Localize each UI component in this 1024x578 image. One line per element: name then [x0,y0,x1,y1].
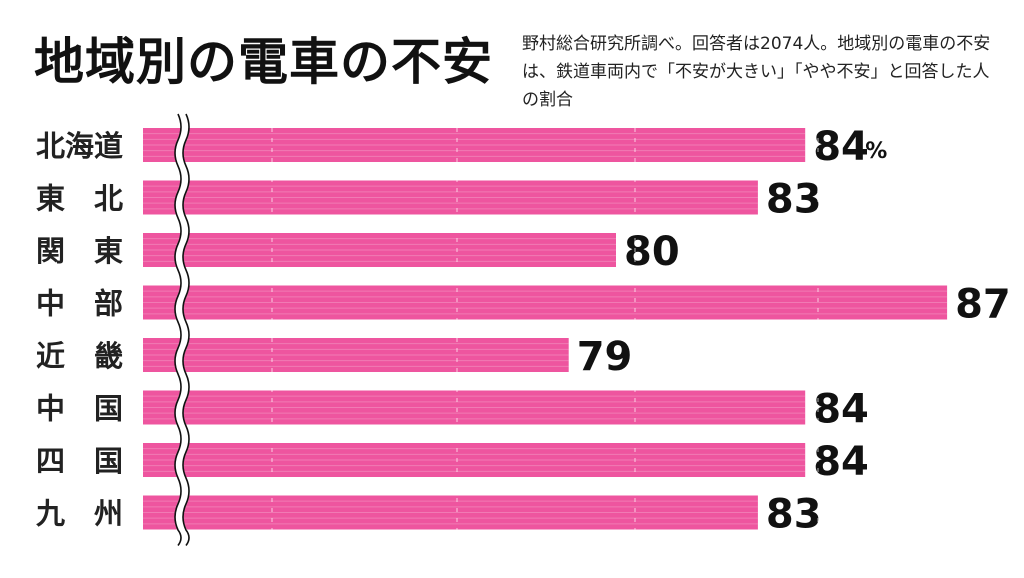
axis-break-band [174,112,190,549]
bar [143,495,758,530]
bar [143,233,616,267]
category-label: 北海道 [36,129,123,163]
category-label: 近 畿 [36,339,123,373]
value-label: 84 [813,439,869,485]
category-label: 九 州 [36,497,123,531]
axis-break-line-right [182,113,190,546]
value-label: 80 [624,229,680,275]
category-label: 中 部 [36,287,123,321]
value-label: 83 [766,177,822,223]
value-label: 79 [577,334,633,380]
unit-label: % [865,139,887,164]
value-label: 84 [813,124,869,170]
category-label: 四 国 [36,444,123,478]
category-label: 中 国 [36,392,123,426]
bar [143,390,806,425]
chart-title: 地域別の電車の不安 [34,33,493,91]
bar [143,338,569,372]
category-label: 関 東 [36,234,123,268]
bar [143,285,948,320]
category-label: 東 北 [36,182,123,216]
bar [143,128,806,162]
bar [143,180,758,215]
value-label: 84 [813,387,869,433]
chart-note: 野村総合研究所調べ。回答者は2074人。地域別の電車の不安は、鉄道車両内で「不安… [522,34,991,110]
value-label: 87 [955,282,1011,328]
value-label: 83 [766,492,822,538]
axis-break-line-left [174,113,182,546]
bar [143,443,806,477]
